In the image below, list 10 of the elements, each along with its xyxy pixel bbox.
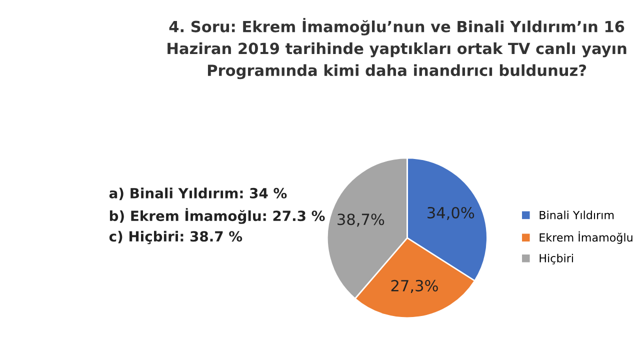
chart-title: 4. Soru: Ekrem İmamoğlu’nun ve Binali Yıldırım’ın 16 Haziran 2019 tarihinde yaptıkları ortak TV canlı yayın Programında kimi daha inandırıcı buldunuz? (168, 18, 626, 80)
data-label: 27,3% (391, 280, 438, 294)
legend-label: Hiçbiri (540, 254, 573, 264)
text: b) Ekrem İmamoğlu: 27.3 % (110, 208, 325, 224)
text: c) Hiçbiri: 38.7 % (109, 230, 242, 244)
data-label: 34,0% (428, 206, 474, 220)
text: a) Binali Yıldırım: 34 % (109, 188, 287, 200)
data-label: 38,7% (338, 214, 384, 227)
legend-label: Binali Yıldırım (540, 210, 614, 220)
legend-label: Ekrem İmamoğlu (540, 231, 632, 244)
